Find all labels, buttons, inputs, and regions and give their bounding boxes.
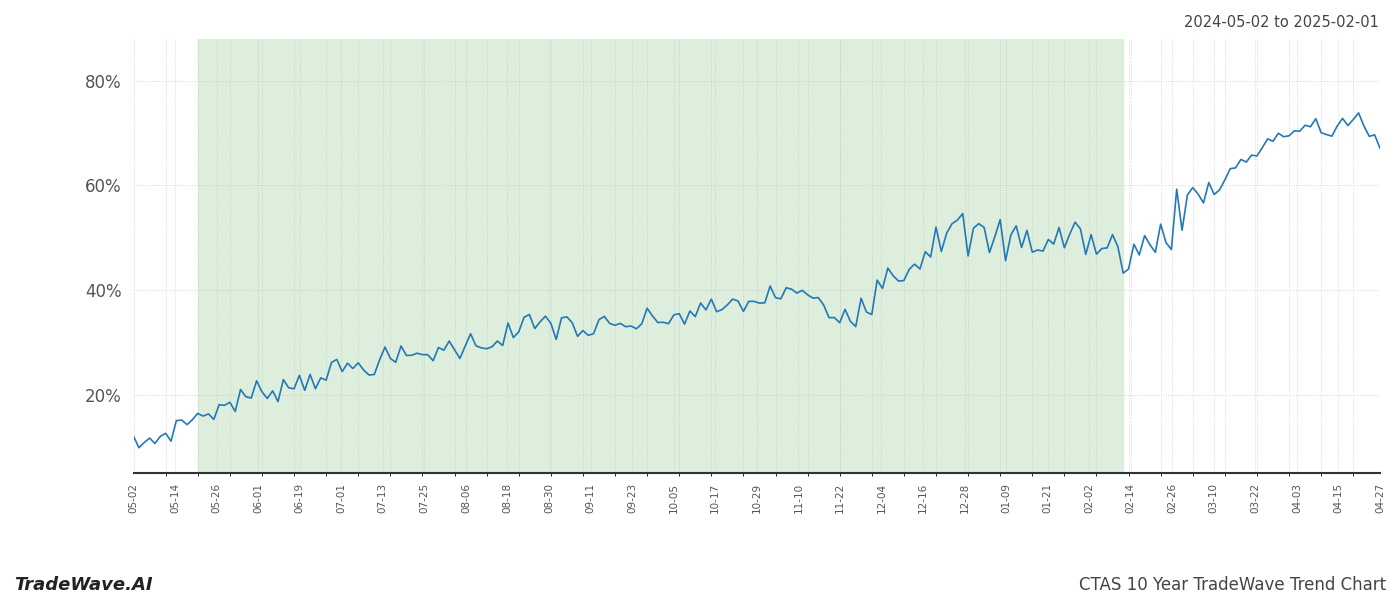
Bar bbox=[197, 39, 1123, 473]
Text: CTAS 10 Year TradeWave Trend Chart: CTAS 10 Year TradeWave Trend Chart bbox=[1079, 576, 1386, 594]
Text: TradeWave.AI: TradeWave.AI bbox=[14, 576, 153, 594]
Text: 2024-05-02 to 2025-02-01: 2024-05-02 to 2025-02-01 bbox=[1184, 15, 1379, 30]
